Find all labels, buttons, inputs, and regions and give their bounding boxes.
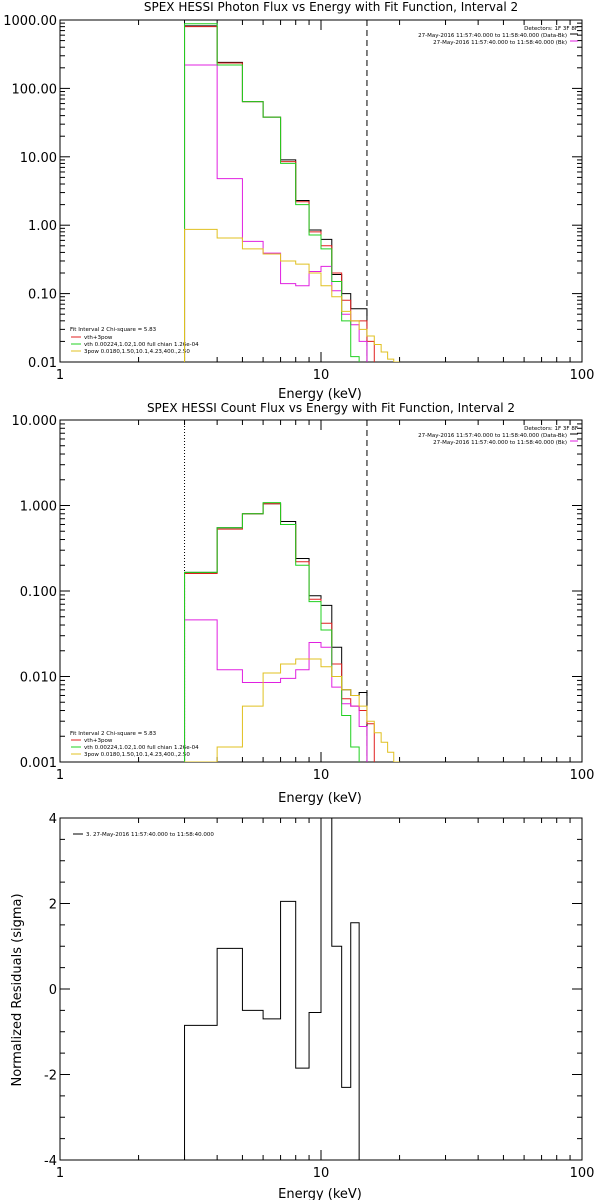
y-tick-label: 1000.00	[3, 14, 57, 29]
plot-frame	[59, 419, 583, 763]
y-tick-label: 0.010	[20, 671, 57, 686]
y-tick-label: -4	[44, 1154, 57, 1169]
y-tick-label: 10.000	[12, 414, 58, 429]
y-axis-label: Normalized Residuals (sigma)	[10, 893, 25, 1086]
series-line-3	[184, 23, 360, 362]
detector-info: Detectors: 1F 3F 8F 27-May-2016 11:57:40…	[418, 26, 578, 46]
y-tick-label: 1.000	[20, 500, 57, 515]
y-tick-label: 10.00	[20, 151, 57, 166]
chart-title: SPEX HESSI Count Flux vs Energy with Fit…	[147, 401, 515, 415]
legend-entry: vth+3pow	[84, 738, 113, 744]
interval-legend: 3. 27-May-2016 11:57:40.000 to 11:58:40.…	[86, 832, 214, 838]
series-group	[184, 502, 400, 762]
x-axis-label: Energy (keV)	[278, 387, 362, 402]
series-line-2	[184, 64, 368, 362]
y-tick-label: 4	[49, 812, 57, 827]
x-tick-label: 100	[570, 768, 595, 783]
series-line-0	[184, 25, 368, 362]
y-tick-label: 1.00	[28, 219, 57, 234]
info-line: Detectors: 1F 3F 8F	[524, 26, 578, 32]
x-tick-label: 10	[313, 768, 330, 783]
y-tick-label: 0	[49, 983, 57, 998]
info-line: 27-May-2016 11:57:40.000 to 11:58:40.000…	[433, 440, 567, 446]
series-line-2	[184, 619, 368, 762]
y-tick-label: 2	[49, 898, 57, 913]
x-axis-label: Energy (keV)	[278, 791, 362, 806]
legend-entry: 3pow 0.0180,1.50,10.1,4.23,400.,2.50	[84, 752, 190, 758]
chart-title: SPEX HESSI Photon Flux vs Energy with Fi…	[144, 0, 518, 14]
x-tick-label: 10	[313, 368, 330, 383]
x-axis-label: Energy (keV)	[278, 1187, 362, 1200]
y-tick-label: 0.01	[28, 356, 57, 371]
x-tick-label: 100	[570, 368, 595, 383]
fit-label: Fit Interval 2 Chi-square = 5.83	[70, 327, 157, 333]
series-line-4	[184, 228, 400, 362]
legend-entry: 3. 27-May-2016 11:57:40.000 to 11:58:40.…	[86, 832, 214, 838]
series-line-0	[184, 818, 360, 1160]
series-group	[184, 818, 360, 1160]
fit-label: Fit Interval 2 Chi-square = 5.83	[70, 731, 157, 737]
photon-flux-panel: SPEX HESSI Photon Flux vs Energy with Fi…	[3, 0, 594, 402]
y-tick-label: -2	[44, 1069, 57, 1084]
x-tick-label: 1	[56, 368, 64, 383]
x-tick-label: 1	[56, 768, 64, 783]
y-tick-label: 100.00	[12, 82, 58, 97]
info-line: Detectors: 1F 3F 8F	[524, 426, 578, 432]
legend-entry: 3pow 0.0180,1.50,10.1,4.23,400.,2.50	[84, 349, 190, 355]
legend-entry: vth 0.00224,1.02,1.00 full chian 1.26e-0…	[84, 745, 199, 751]
plot-frame	[59, 19, 583, 363]
legend-entry: vth+3pow	[84, 335, 113, 341]
x-tick-label: 100	[570, 1166, 595, 1181]
series-group	[184, 23, 400, 362]
residuals-panel: Energy (keV) Normalized Residuals (sigma…	[10, 812, 594, 1200]
info-line: 27-May-2016 11:57:40.000 to 11:58:40.000…	[433, 40, 567, 46]
x-tick-label: 1	[56, 1166, 64, 1181]
info-line: 27-May-2016 11:57:40.000 to 11:58:40.000…	[418, 33, 567, 39]
series-line-4	[184, 658, 400, 762]
count-flux-panel: SPEX HESSI Count Flux vs Energy with Fit…	[12, 401, 595, 806]
y-tick-label: 0.10	[28, 288, 57, 303]
legend-entry: vth 0.00224,1.02,1.00 full chian 1.26e-0…	[84, 342, 199, 348]
detector-info: Detectors: 1F 3F 8F 27-May-2016 11:57:40…	[418, 426, 578, 446]
fit-legend: Fit Interval 2 Chi-square = 5.83 vth+3po…	[70, 327, 199, 355]
series-line-0	[184, 503, 368, 762]
y-tick-label: 0.100	[20, 585, 57, 600]
series-line-1	[184, 503, 375, 762]
series-line-3	[184, 502, 360, 762]
x-tick-label: 10	[313, 1166, 330, 1181]
y-tick-label: 0.001	[20, 756, 57, 771]
fit-legend: Fit Interval 2 Chi-square = 5.83 vth+3po…	[70, 731, 199, 758]
info-line: 27-May-2016 11:57:40.000 to 11:58:40.000…	[418, 433, 567, 439]
